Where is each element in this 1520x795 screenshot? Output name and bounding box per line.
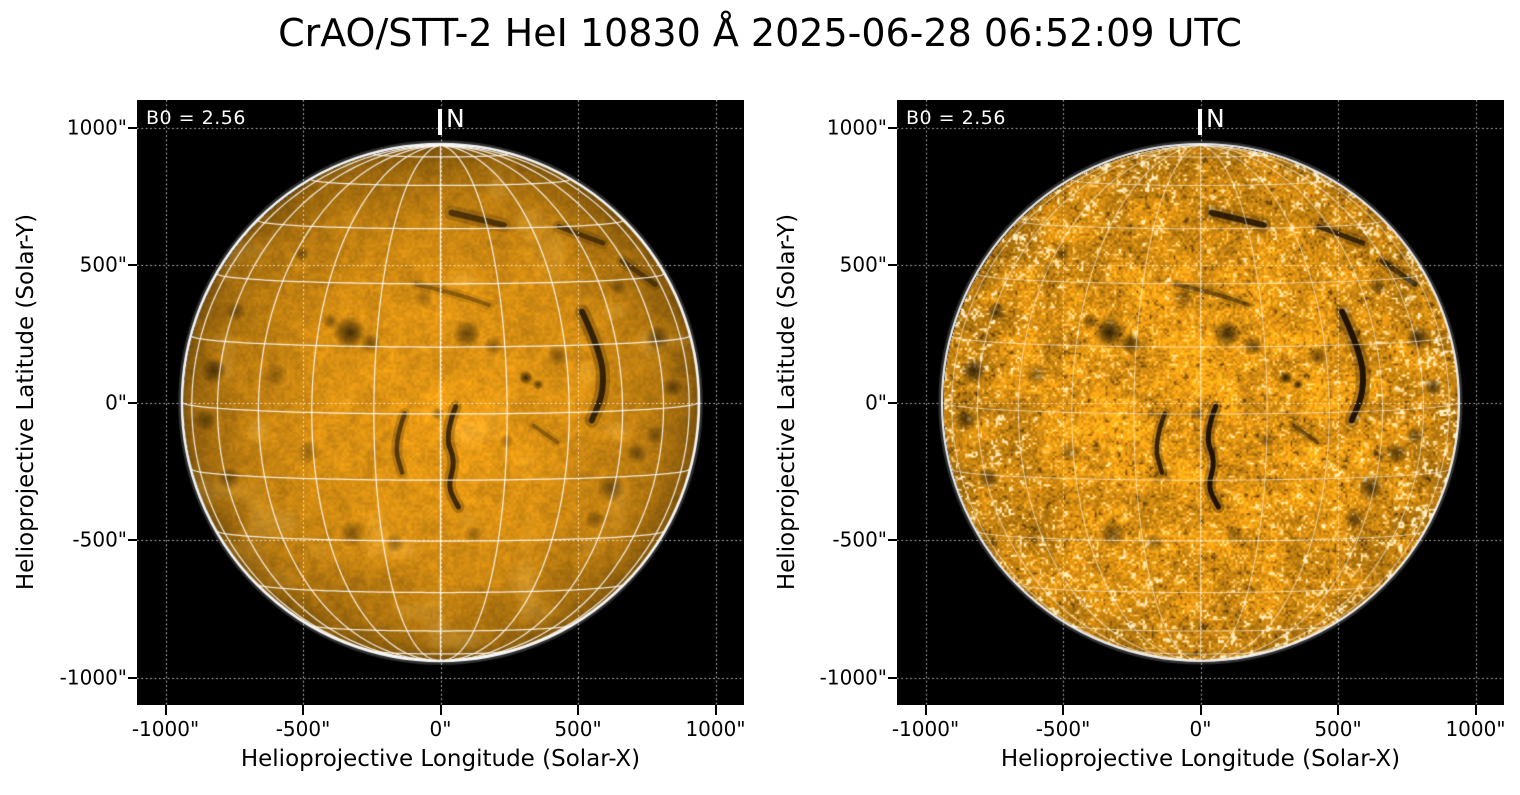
left-solar-disk-canvas — [137, 100, 744, 705]
y-tick-mark — [128, 264, 137, 266]
x-tick-label: 500" — [1314, 717, 1362, 741]
right-solar-disk-canvas — [897, 100, 1504, 705]
right-plot-area: B0 = 2.56 N — [897, 100, 1504, 705]
x-tick-label: -500" — [275, 717, 331, 741]
x-tick-label: 500" — [554, 717, 602, 741]
x-tick-mark — [302, 705, 304, 715]
y-tick-mark — [888, 264, 897, 266]
x-tick-label: -1000" — [131, 717, 200, 741]
y-tick-mark — [128, 676, 137, 679]
y-tick-mark — [888, 401, 897, 404]
north-marker-tick-right — [1198, 109, 1202, 135]
y-tick-label: -1000" — [59, 665, 127, 690]
y-tick-label: 0" — [865, 390, 887, 415]
x-tick-mark — [1337, 705, 1339, 715]
x-tick-label: 1000" — [1445, 717, 1506, 741]
x-tick-label: -1000" — [891, 717, 960, 741]
north-marker-tick-left — [438, 109, 442, 135]
y-tick-label: 0" — [105, 390, 127, 415]
y-tick-label: -500" — [72, 527, 127, 552]
north-marker-label-right: N — [1206, 104, 1225, 133]
x-tick-mark — [439, 705, 442, 715]
y-tick-label: -1000" — [819, 665, 887, 690]
b0-annotation-right: B0 = 2.56 — [906, 107, 1006, 129]
north-marker-label-left: N — [446, 104, 465, 133]
y-tick-mark — [128, 126, 137, 129]
x-tick-mark — [577, 705, 579, 715]
y-tick-mark — [128, 539, 137, 541]
y-tick-label: 500" — [79, 252, 127, 277]
y-tick-label: 500" — [839, 252, 887, 277]
x-tick-label: -500" — [1035, 717, 1091, 741]
x-tick-label: 0" — [429, 717, 452, 741]
x-axis-label-right: Helioprojective Longitude (Solar-X) — [1000, 746, 1401, 772]
x-axis-label-left: Helioprojective Longitude (Solar-X) — [240, 746, 641, 772]
y-tick-mark — [128, 401, 137, 404]
x-tick-mark — [1199, 705, 1202, 715]
x-tick-label: 1000" — [685, 717, 746, 741]
x-tick-mark — [924, 705, 927, 715]
y-tick-label: 1000" — [66, 115, 127, 140]
x-tick-mark — [714, 705, 717, 715]
b0-annotation-left: B0 = 2.56 — [146, 107, 246, 129]
left-plot-area: B0 = 2.56 N — [137, 100, 744, 705]
y-tick-mark — [888, 676, 897, 679]
y-tick-label: -500" — [832, 527, 887, 552]
y-axis-label-left: Helioprojective Latitude (Solar-Y) — [13, 213, 39, 591]
y-tick-mark — [888, 126, 897, 129]
x-tick-label: 0" — [1189, 717, 1212, 741]
y-tick-label: 1000" — [826, 115, 887, 140]
figure-title: CrAO/STT-2 HeI 10830 Å 2025-06-28 06:52:… — [278, 11, 1242, 55]
x-tick-mark — [1062, 705, 1064, 715]
x-tick-mark — [164, 705, 167, 715]
y-tick-mark — [888, 539, 897, 541]
x-tick-mark — [1474, 705, 1477, 715]
